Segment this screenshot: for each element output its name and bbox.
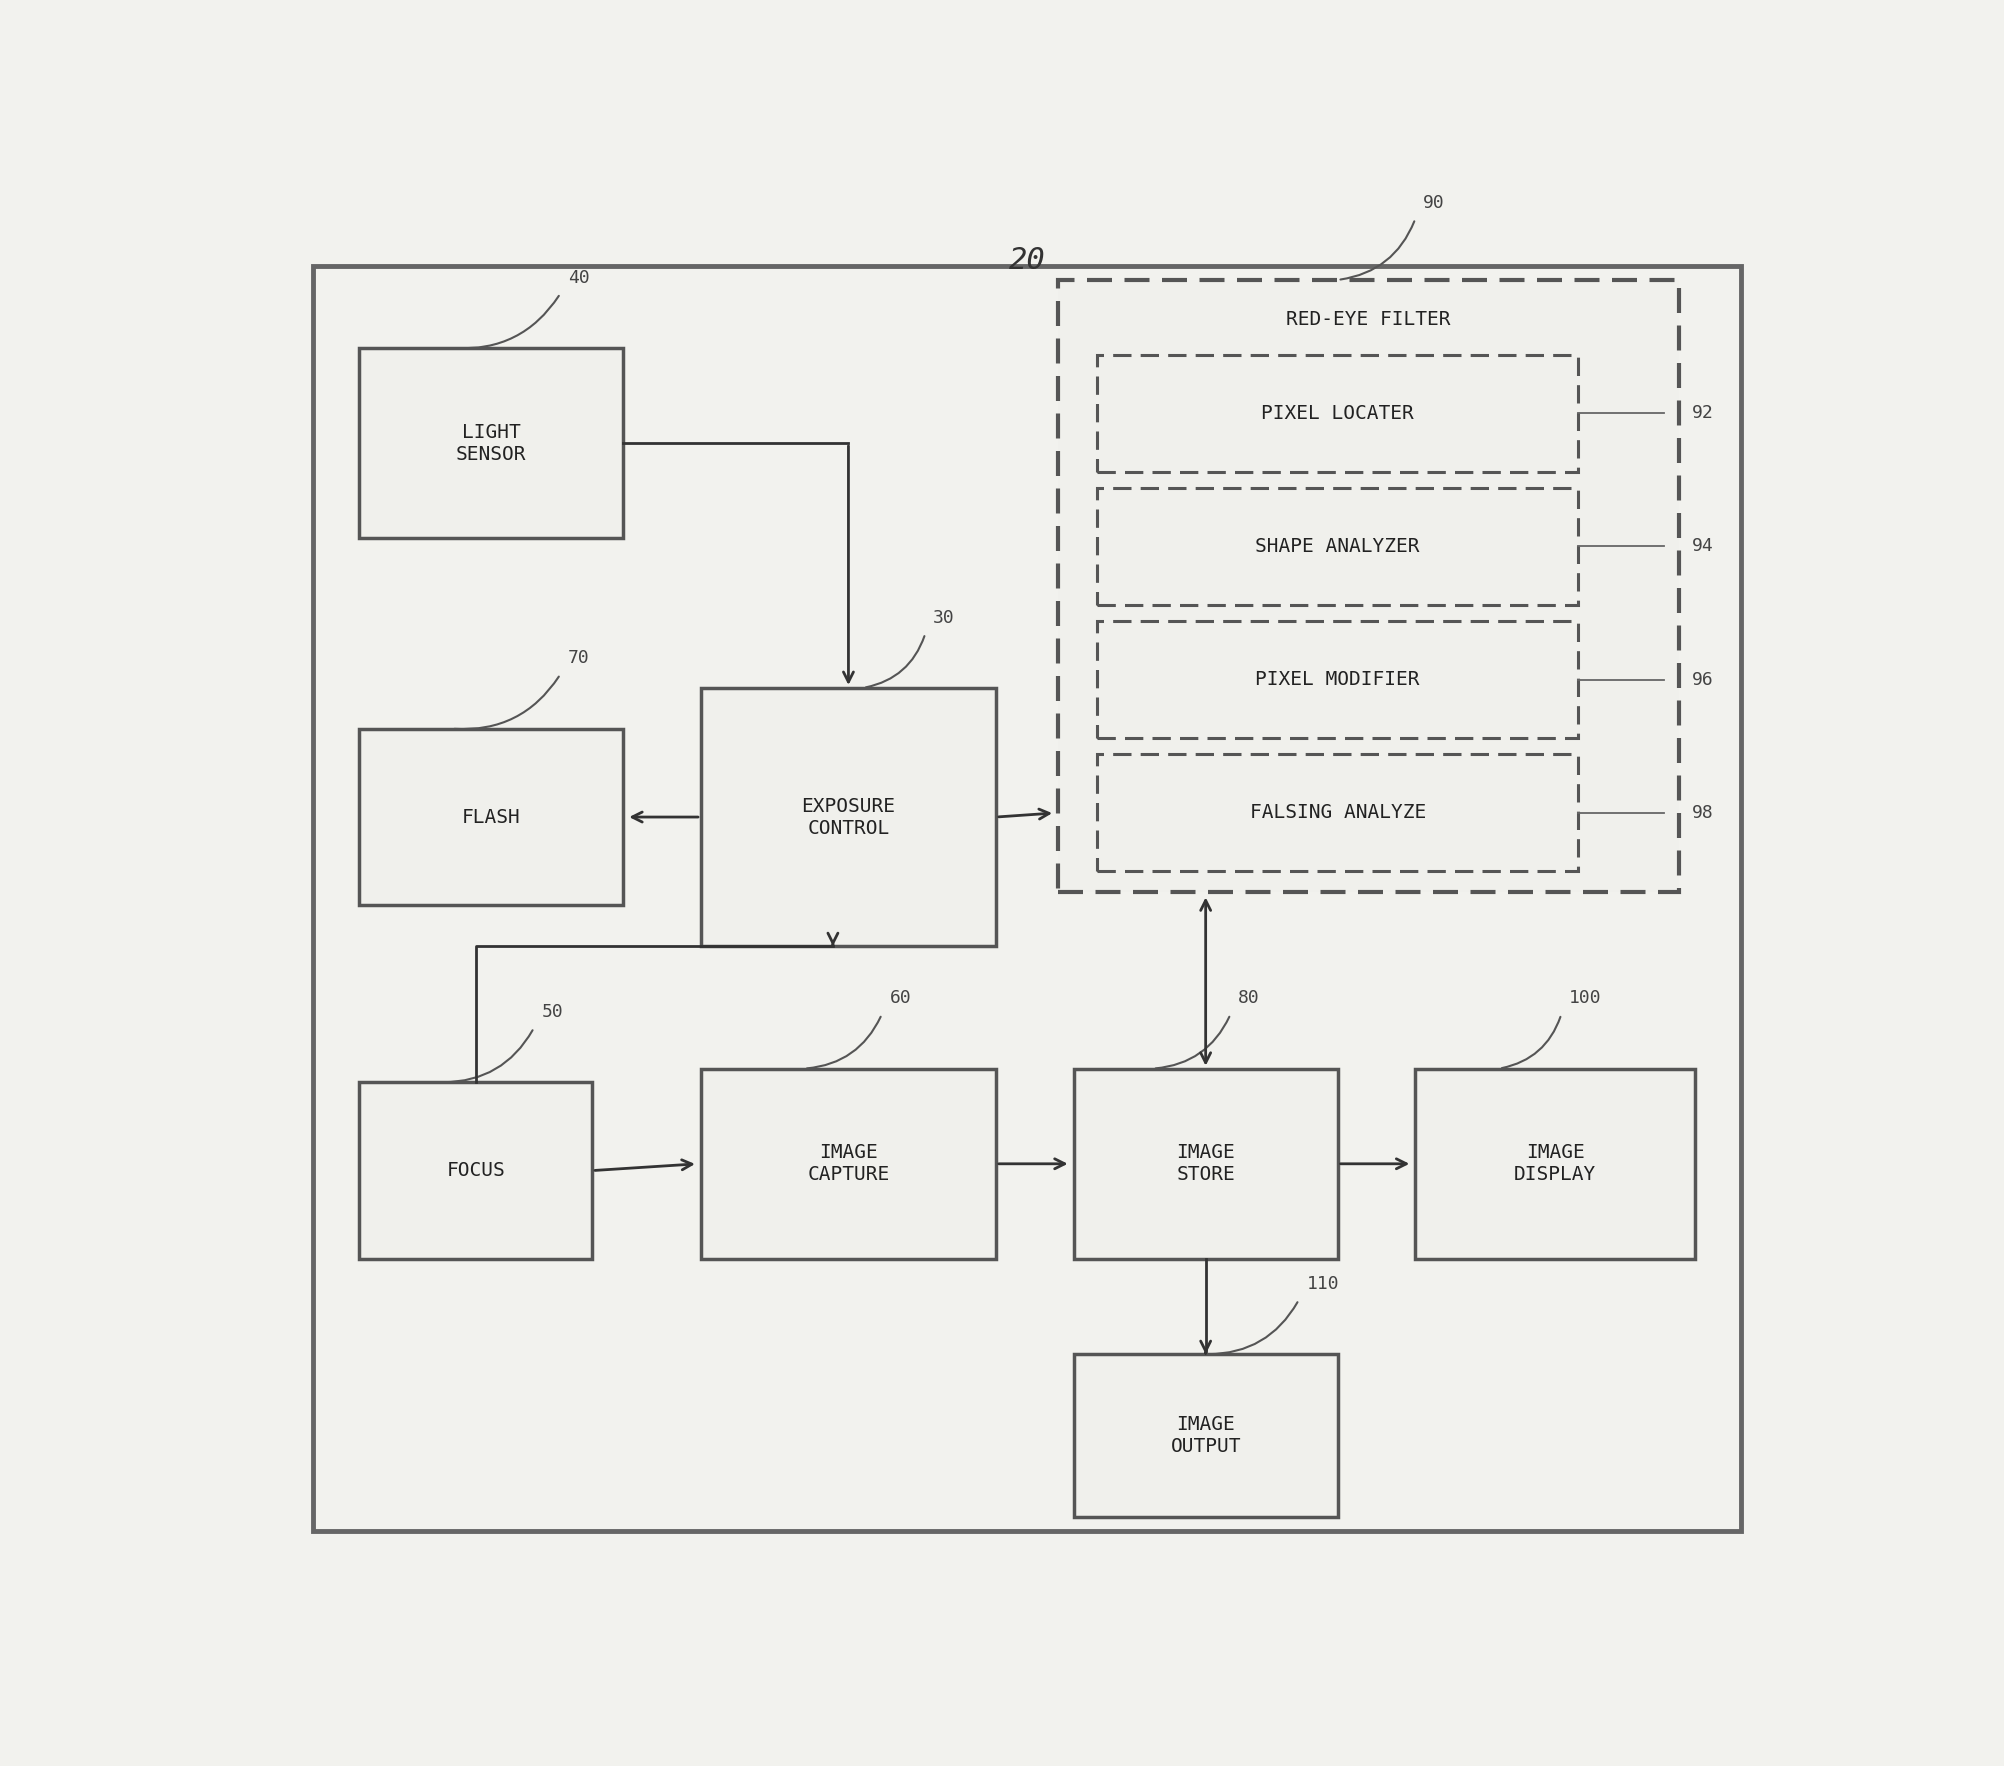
Text: 40: 40 <box>567 268 589 286</box>
Text: PIXEL MODIFIER: PIXEL MODIFIER <box>1255 671 1421 689</box>
Text: 20: 20 <box>1008 245 1046 275</box>
Text: 110: 110 <box>1307 1275 1339 1293</box>
Bar <box>359 729 623 906</box>
Text: 80: 80 <box>1238 989 1261 1007</box>
Text: RED-EYE FILTER: RED-EYE FILTER <box>1287 309 1451 328</box>
Text: 30: 30 <box>934 609 954 627</box>
Bar <box>359 1083 593 1259</box>
Bar <box>701 1068 996 1259</box>
Text: 94: 94 <box>1691 537 1713 556</box>
Text: FLASH: FLASH <box>461 807 521 826</box>
Bar <box>1074 1355 1339 1517</box>
Text: IMAGE
OUTPUT: IMAGE OUTPUT <box>1170 1415 1240 1457</box>
Text: IMAGE
DISPLAY: IMAGE DISPLAY <box>1513 1143 1597 1185</box>
Bar <box>1096 355 1579 472</box>
Bar <box>701 687 996 947</box>
Bar <box>1058 279 1679 892</box>
Text: IMAGE
CAPTURE: IMAGE CAPTURE <box>808 1143 890 1185</box>
Text: SHAPE ANALYZER: SHAPE ANALYZER <box>1255 537 1421 556</box>
Text: 92: 92 <box>1691 404 1713 422</box>
Text: PIXEL LOCATER: PIXEL LOCATER <box>1261 404 1415 422</box>
Bar <box>1096 622 1579 738</box>
Text: LIGHT
SENSOR: LIGHT SENSOR <box>457 422 527 464</box>
Text: 100: 100 <box>1569 989 1601 1007</box>
Bar <box>1415 1068 1695 1259</box>
Text: 96: 96 <box>1691 671 1713 689</box>
Text: 98: 98 <box>1691 804 1713 821</box>
Text: EXPOSURE
CONTROL: EXPOSURE CONTROL <box>802 796 896 837</box>
Text: FOCUS: FOCUS <box>447 1160 505 1180</box>
Bar <box>1074 1068 1339 1259</box>
Text: 90: 90 <box>1423 194 1445 212</box>
Text: 50: 50 <box>541 1003 563 1021</box>
Text: 70: 70 <box>567 650 589 668</box>
Text: IMAGE
STORE: IMAGE STORE <box>1176 1143 1234 1185</box>
Bar <box>359 348 623 539</box>
Bar <box>1096 754 1579 871</box>
Text: FALSING ANALYZE: FALSING ANALYZE <box>1250 804 1425 823</box>
Bar <box>1096 487 1579 606</box>
Text: 60: 60 <box>890 989 912 1007</box>
